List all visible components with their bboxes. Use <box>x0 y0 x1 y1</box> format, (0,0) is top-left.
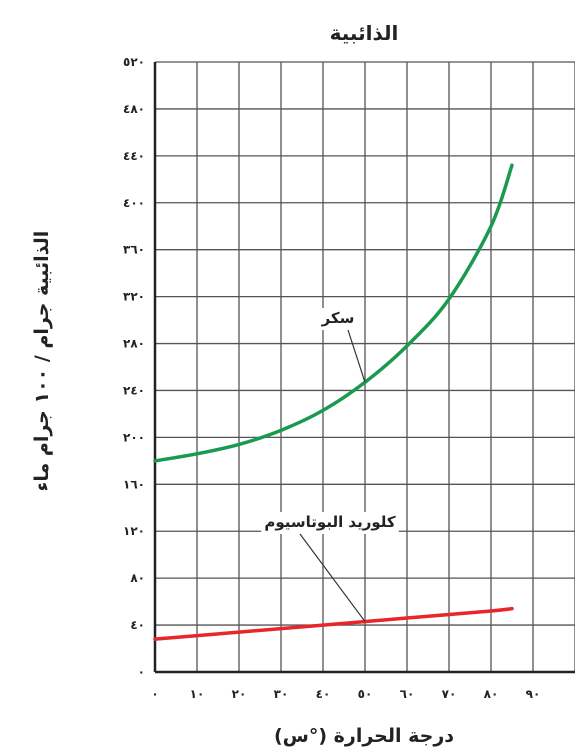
x-tick-label: ٤٠ <box>316 687 331 701</box>
x-tick-label: ٢٠ <box>232 687 247 701</box>
chart-annotations: سكر كلوريد البوتاسيوم <box>261 308 399 622</box>
x-tick-label: ٧٠ <box>442 687 457 701</box>
y-tick-label: ٣٦٠ <box>123 243 145 257</box>
y-tick-label: ٠ <box>138 665 145 679</box>
annotation-label: كلوريد البوتاسيوم <box>264 513 396 531</box>
x-tick-label: ٨٠ <box>484 687 499 701</box>
y-tick-label: ٤٠ <box>130 618 145 632</box>
annotation-leader-line <box>347 329 366 383</box>
y-tick-label: ٤٨٠ <box>123 102 145 116</box>
x-axis-label: درجة الحرارة (°س) <box>274 725 454 747</box>
x-tick-label: ٠ <box>151 687 158 701</box>
y-tick-label: ٨٠ <box>130 571 145 585</box>
x-tick-label: ١٠ <box>190 687 205 701</box>
y-tick-label: ٤٠٠ <box>123 196 145 210</box>
y-tick-label: ٢٠٠ <box>123 430 145 444</box>
y-tick-label: ١٦٠ <box>123 477 145 491</box>
annotation-label-bg <box>321 308 355 330</box>
y-axis-label: الذائبية جرام / ١٠٠ جرام ماء <box>31 231 53 492</box>
y-tick-label: ٣٢٠ <box>123 290 145 304</box>
y-tick-label: ٤٤٠ <box>123 149 145 163</box>
y-tick-label: ١٢٠ <box>123 524 145 538</box>
annotation-leader-line <box>299 533 366 622</box>
series-line-0 <box>153 163 514 463</box>
y-tick-label: ٥٢٠ <box>123 55 145 69</box>
chart-ticks: ٠ ٤٠ ٨٠ ١٢٠ ١٦٠ ٢٠٠ ٢٤٠ ٢٨٠ ٣٢٠ ٣٦٠ ٤٠٠ ٤٤٠ ٤٨٠ ٥٢٠ ٠ ١… <box>123 55 540 701</box>
x-tick-label: ٦٠ <box>400 687 415 701</box>
chart-title: الذائبية <box>330 21 399 45</box>
chart-grid <box>153 61 575 674</box>
x-tick-label: ٥٠ <box>358 687 373 701</box>
y-tick-label: ٢٤٠ <box>123 383 145 397</box>
x-tick-label: ٩٠ <box>526 687 541 701</box>
annotation-label: سكر <box>321 309 355 327</box>
x-tick-label: ٣٠ <box>274 687 289 701</box>
series-line-1 <box>153 606 514 641</box>
chart-series <box>153 163 514 641</box>
annotation-label-bg <box>261 512 399 534</box>
y-tick-label: ٢٨٠ <box>123 337 145 351</box>
